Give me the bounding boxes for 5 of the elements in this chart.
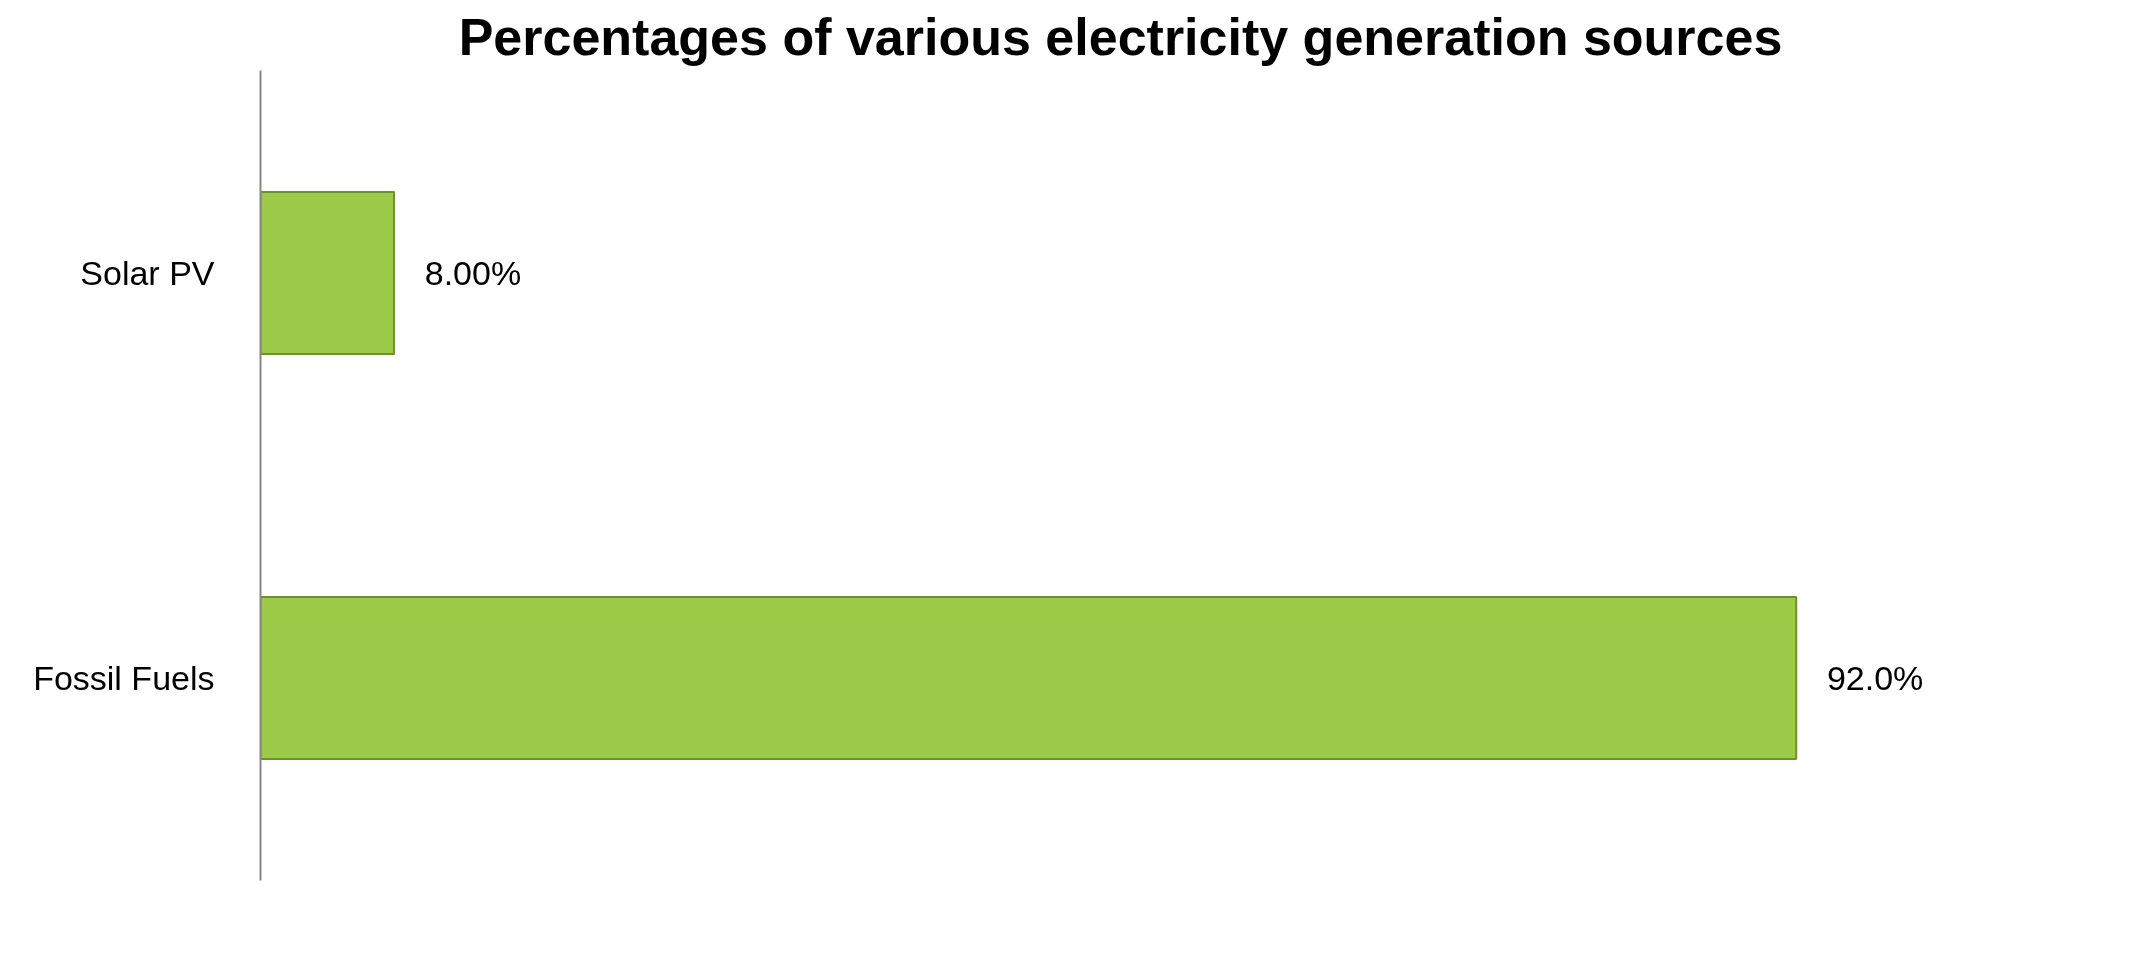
y-tick-label: Solar PV — [80, 254, 215, 292]
y-tick-label: Fossil Fuels — [33, 659, 215, 697]
chart-title: Percentages of various electricity generation sources — [458, 7, 1783, 66]
data-label: 8.00% — [424, 254, 522, 292]
data-label: 92.0% — [1826, 659, 1924, 697]
